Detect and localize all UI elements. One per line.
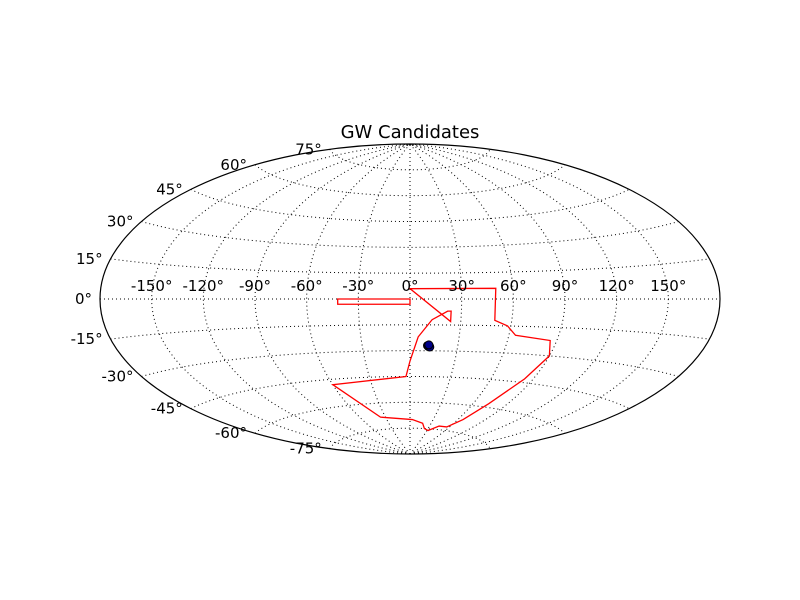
latitude-tick-label: 60° [220,156,247,174]
latitude-tick-label: -75° [290,440,322,458]
footprint-region [331,287,551,432]
parallel-75 [329,149,491,171]
longitude-tick-label: 150° [650,277,686,295]
longitude-tick-label: -60° [291,277,323,295]
longitude-tick-label: 30° [448,277,475,295]
parallel--15 [110,324,710,340]
longitude-tick-label: -120° [183,277,225,295]
parallel-45 [190,188,630,223]
meridian-30 [409,143,463,455]
meridian-120 [409,143,618,455]
latitude-tick-label: 0° [75,290,92,308]
latitude-tick-label: 45° [156,180,183,198]
longitude-tick-label: -30° [342,277,374,295]
latitude-tick-label: 75° [295,140,322,158]
latitude-tick-label: -45° [151,400,183,418]
longitude-tick-label: 60° [500,277,527,295]
footprint-layer [331,287,551,432]
latitude-tick-label: 15° [76,250,103,268]
tick-labels: -150° -120° -90° -60° -30° 0° 30° 60° 90° 120° 150… [71,140,687,457]
parallel--60 [254,401,566,434]
longitude-tick-label: 120° [599,277,635,295]
candidate-point-4 [424,340,434,350]
meridian--60 [306,143,411,455]
latitude-tick-label: -60° [215,424,247,442]
parallel--45 [190,375,630,410]
meridian--120 [202,143,411,455]
longitude-tick-label: -150° [131,277,173,295]
graticule [100,143,720,455]
latitude-tick-label: -15° [71,330,103,348]
map-outline [99,143,721,455]
longitude-tick-label: 0° [401,277,418,295]
meridian-90 [409,143,566,455]
longitude-tick-label: -90° [239,277,271,295]
parallel-60 [254,164,566,197]
parallel--30 [141,350,679,377]
chart-title: GW Candidates [341,122,480,143]
meridian-60 [409,143,514,455]
map-border [99,143,721,455]
latitude-tick-label: -30° [102,368,134,386]
points-layer [423,340,435,352]
longitude-tick-label: 90° [552,277,579,295]
footprint-strip [337,298,411,305]
latitude-tick-label: 30° [107,213,134,231]
